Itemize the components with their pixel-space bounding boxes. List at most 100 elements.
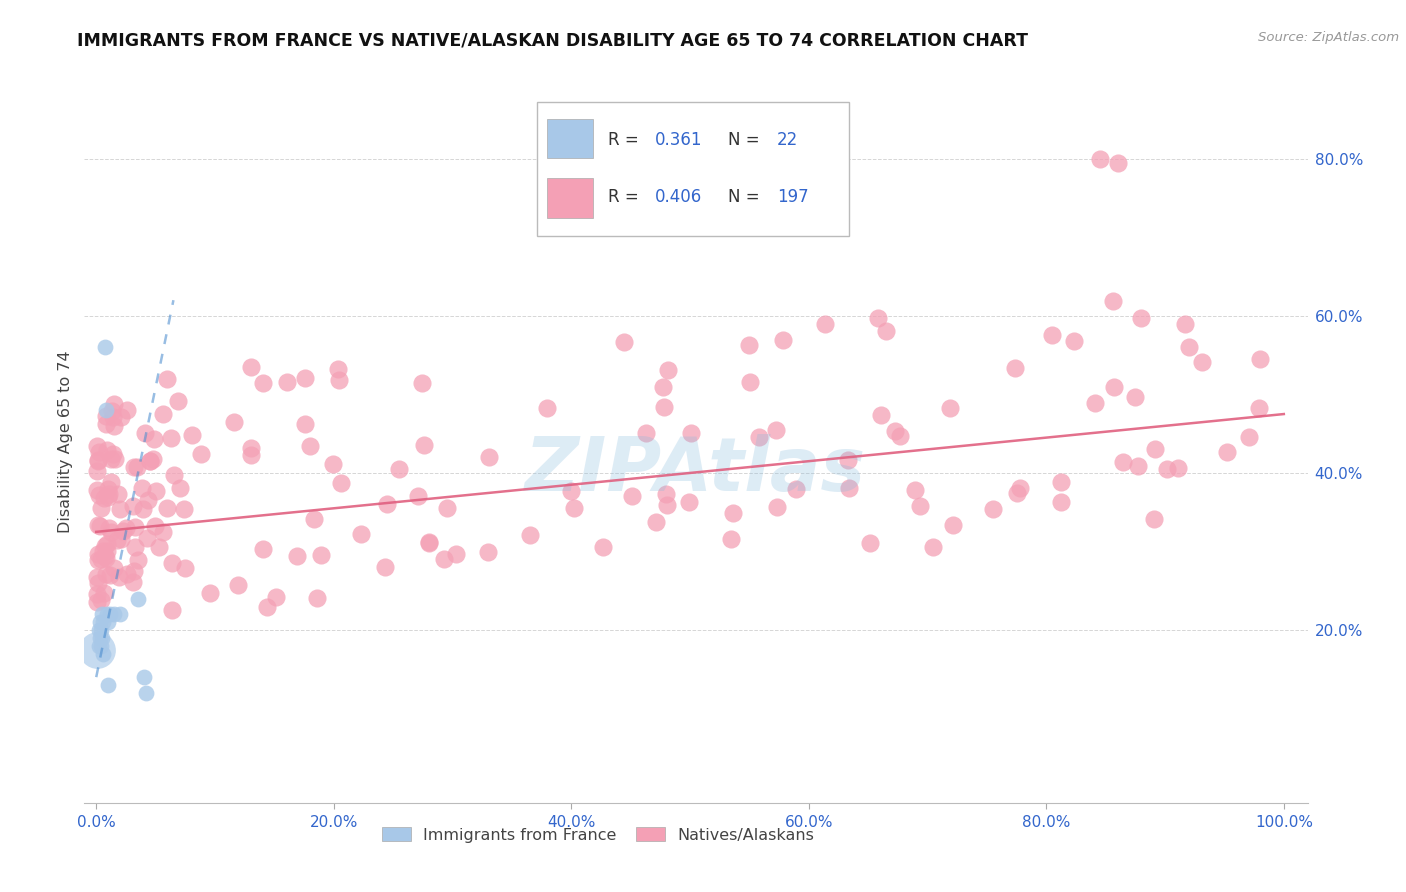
Point (294, 371, 316, 385)
Point (1239, 430, 1261, 444)
Point (1125, 390, 1147, 404)
Point (98, 487, 121, 501)
Point (1107, 155, 1129, 169)
Text: IMMIGRANTS FROM FRANCE VS NATIVE/ALASKAN DISABILITY AGE 65 TO 74 CORRELATION CHA: IMMIGRANTS FROM FRANCE VS NATIVE/ALASKAN… (77, 31, 1028, 49)
Point (94, 539, 117, 553)
Point (328, 373, 350, 387)
Point (1007, 485, 1029, 500)
Point (86, 463, 108, 477)
Point (1144, 442, 1167, 456)
Point (156, 372, 179, 386)
Point (322, 458, 344, 472)
FancyBboxPatch shape (547, 178, 593, 218)
Point (875, 324, 897, 338)
Point (100, 452, 122, 467)
Point (1084, 396, 1107, 410)
Point (87, 575, 110, 590)
Point (100, 475, 122, 489)
Point (621, 489, 644, 503)
Point (406, 489, 429, 503)
Point (89, 518, 111, 533)
Point (870, 408, 893, 422)
Point (657, 498, 679, 512)
Point (174, 560, 197, 574)
Point (814, 317, 837, 331)
Point (560, 483, 582, 498)
Point (132, 670, 155, 684)
Point (124, 541, 146, 555)
Point (127, 591, 149, 606)
Point (90, 501, 112, 516)
Point (86, 642, 108, 657)
Point (91, 607, 114, 622)
Point (121, 499, 143, 513)
Point (294, 417, 316, 432)
Point (1143, 512, 1166, 526)
Point (309, 548, 332, 562)
Point (477, 544, 499, 558)
Point (1249, 352, 1271, 367)
Point (108, 570, 131, 584)
Point (86, 595, 108, 609)
Point (652, 400, 675, 414)
Point (101, 447, 124, 461)
Point (1112, 455, 1135, 469)
Point (132, 501, 155, 516)
Point (111, 524, 134, 539)
Point (329, 476, 352, 491)
Point (91, 631, 114, 645)
Point (908, 499, 931, 513)
Text: Source: ZipAtlas.com: Source: ZipAtlas.com (1258, 31, 1399, 45)
Point (93, 647, 115, 661)
Point (1216, 445, 1239, 459)
Point (866, 310, 889, 325)
Point (87, 444, 110, 458)
Point (122, 564, 145, 578)
Point (98, 521, 121, 535)
FancyBboxPatch shape (537, 102, 849, 235)
Point (160, 556, 183, 570)
Point (1050, 475, 1073, 490)
Point (228, 578, 250, 592)
Point (86, 586, 108, 600)
Point (411, 376, 433, 390)
Point (252, 541, 274, 556)
Point (94, 550, 117, 565)
Point (162, 602, 184, 616)
Text: ZIPAtlas: ZIPAtlas (526, 434, 866, 507)
Point (592, 540, 614, 554)
Point (135, 686, 157, 700)
Point (190, 447, 212, 461)
Text: 197: 197 (776, 188, 808, 206)
Point (139, 454, 162, 468)
Point (349, 527, 371, 541)
Point (89, 631, 111, 645)
Point (87, 517, 110, 532)
Point (87, 453, 110, 467)
Point (766, 500, 789, 514)
Point (156, 501, 179, 516)
Point (97, 490, 120, 504)
Point (122, 459, 145, 474)
Point (93, 491, 115, 505)
Point (139, 454, 162, 468)
Point (87, 452, 110, 467)
Point (97, 482, 120, 496)
Point (613, 334, 636, 349)
Point (678, 495, 700, 509)
Point (145, 483, 167, 498)
Point (94, 417, 117, 431)
Point (299, 439, 322, 453)
Point (108, 502, 131, 516)
Point (1178, 340, 1201, 354)
Point (110, 532, 132, 546)
Point (1174, 317, 1197, 331)
Point (96, 543, 118, 558)
Legend: Immigrants from France, Natives/Alaskans: Immigrants from France, Natives/Alaskans (375, 821, 821, 849)
Point (837, 453, 859, 467)
Point (94, 567, 117, 582)
Point (87, 547, 110, 561)
Point (1102, 380, 1125, 394)
Point (720, 532, 742, 546)
Point (135, 532, 157, 546)
